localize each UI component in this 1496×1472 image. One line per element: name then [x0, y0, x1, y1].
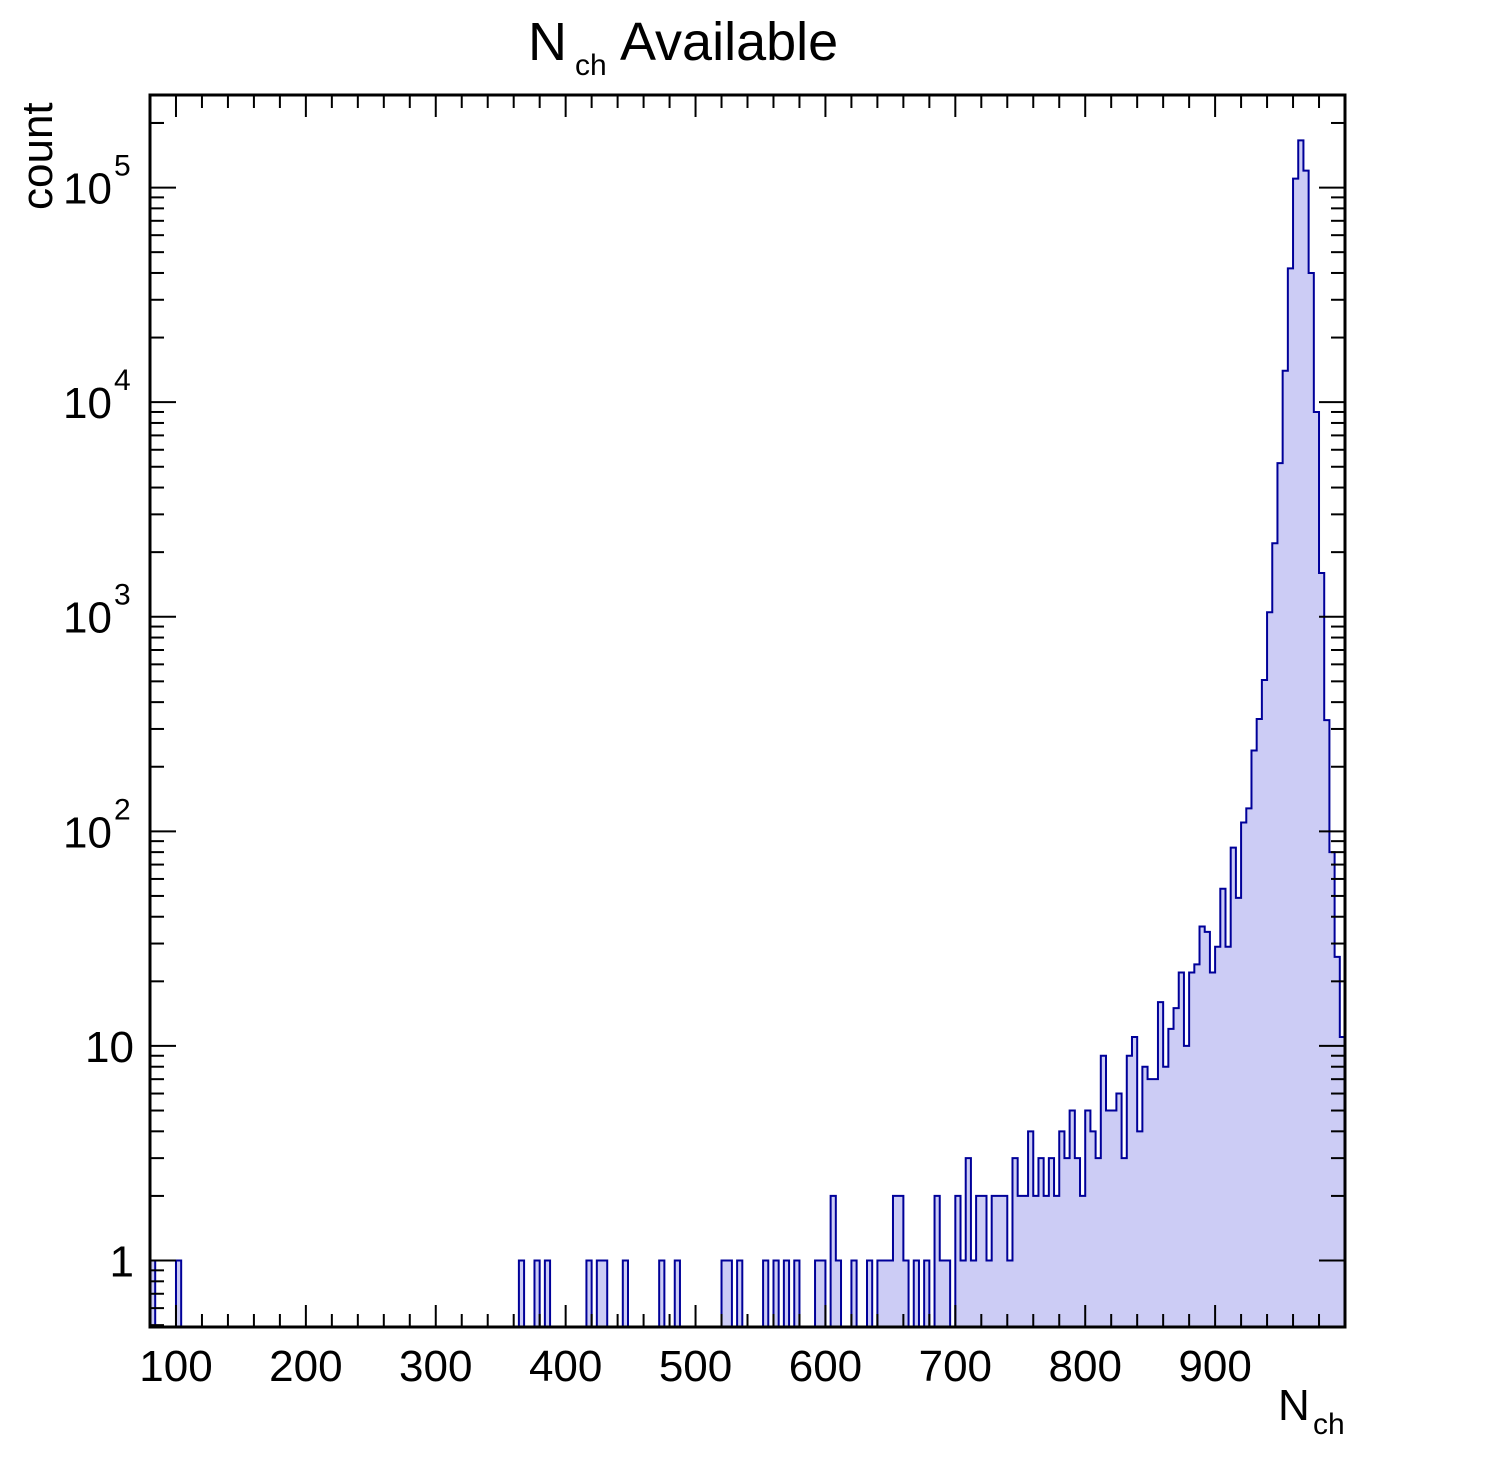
y-axis-tick-exponent: 5: [114, 150, 131, 183]
plot-title-rest: Available: [620, 12, 838, 72]
y-axis-tick-exponent: 4: [114, 364, 131, 397]
x-axis-tick-label: 600: [789, 1342, 862, 1391]
x-axis-label: N ch: [1278, 1381, 1345, 1441]
x-axis-label-subscript: ch: [1313, 1408, 1345, 1441]
plot-frame: [148, 93, 1347, 1329]
plot-frame-rect: [148, 93, 1347, 1329]
x-axis-tick-label: 700: [919, 1342, 992, 1391]
x-axis-tick-label: 500: [659, 1342, 732, 1391]
plot-title-main: N: [528, 12, 567, 72]
plot-title-subscript: ch: [575, 49, 607, 82]
y-axis-tick-label: 10: [85, 1023, 134, 1072]
x-axis-tick-label: 300: [399, 1342, 472, 1391]
histogram-bars: [150, 140, 1345, 1327]
x-axis-label-main: N: [1278, 1381, 1310, 1430]
y-axis-label: count: [13, 102, 62, 210]
y-axis-tick-label: 10: [63, 379, 112, 428]
y-axis-tick-label: 10: [63, 594, 112, 643]
y-axis-tick-exponent: 2: [114, 793, 131, 826]
axis-ticks: [149, 95, 1346, 1327]
x-axis-tick-label: 400: [529, 1342, 602, 1391]
y-axis-tick-label: 10: [63, 808, 112, 857]
x-axis-tick-label: 900: [1178, 1342, 1251, 1391]
x-axis-tick-label: 100: [139, 1342, 212, 1391]
y-axis-tick-label: 1: [110, 1238, 134, 1287]
x-axis-tick-label: 200: [269, 1342, 342, 1391]
histogram-fill: [150, 140, 1345, 1327]
plot-title: N ch Available: [528, 12, 838, 82]
y-axis-tick-label: 10: [63, 165, 112, 214]
x-axis-tick-label: 800: [1049, 1342, 1122, 1391]
y-axis-tick-exponent: 3: [114, 579, 131, 612]
